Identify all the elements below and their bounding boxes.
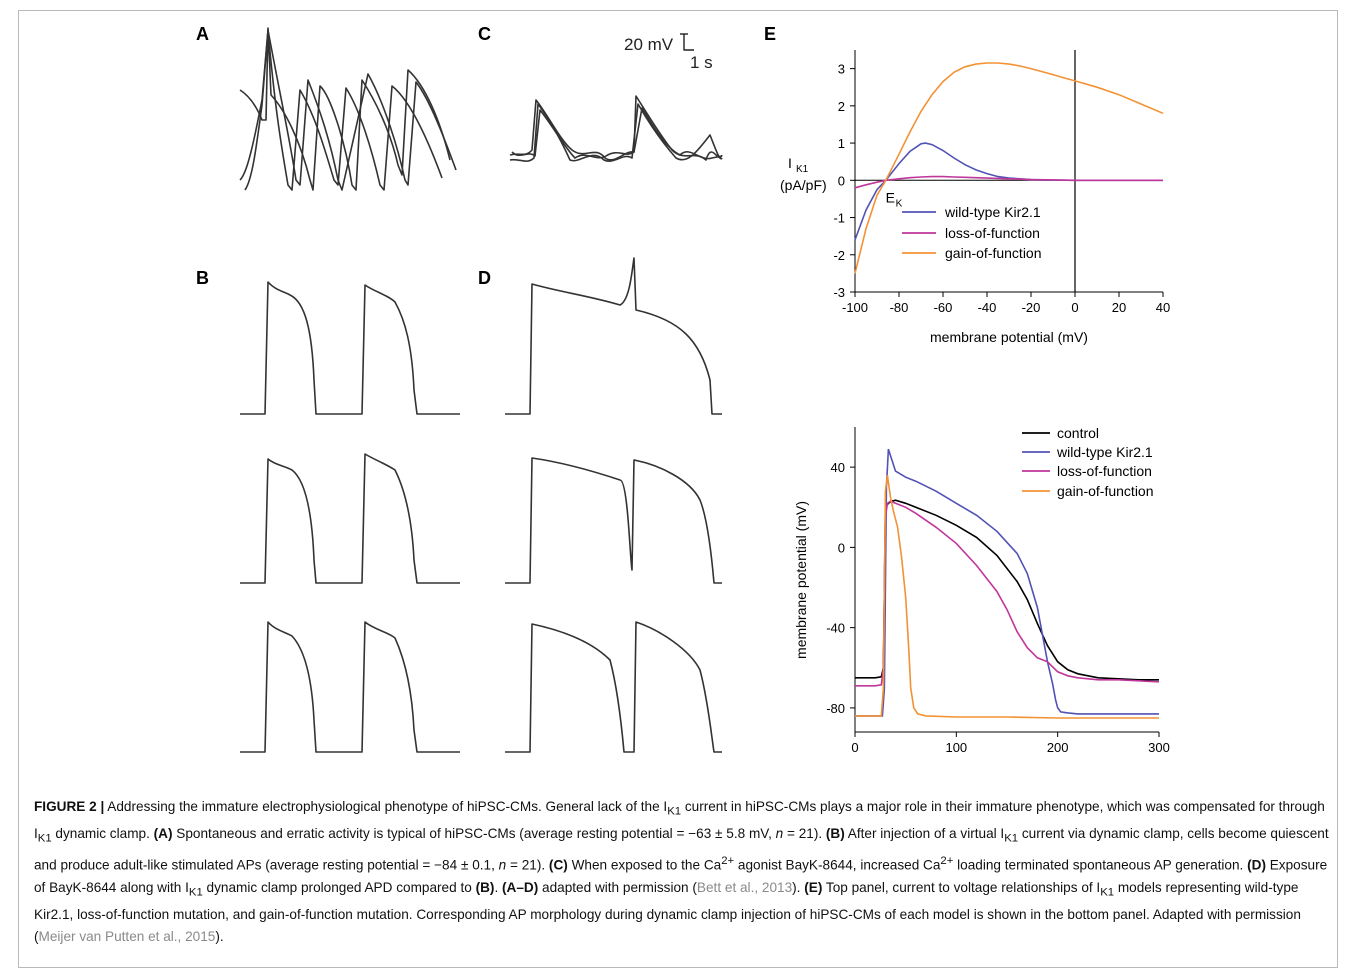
- caption-sub: K1: [1004, 832, 1019, 845]
- caption-tag: (A–D): [502, 879, 539, 895]
- caption-sub: K1: [667, 805, 682, 818]
- x-tick-label: -60: [934, 300, 953, 315]
- series-line-control: [855, 499, 1159, 681]
- trace-panel-a: [239, 27, 457, 191]
- trace-panel-d: [505, 257, 722, 753]
- legend-label: wild-type Kir2.1: [944, 204, 1041, 220]
- x-tick-label: 20: [1112, 300, 1126, 315]
- x-tick-label: 200: [1047, 740, 1069, 755]
- caption-lead: FIGURE 2 |: [34, 799, 105, 814]
- x-tick-label: -40: [978, 300, 997, 315]
- caption-text: dynamic clamp prolonged APD compared to: [202, 879, 476, 895]
- caption-text: current via dynamic clamp, cells become …: [34, 826, 1329, 873]
- legend-label: gain-of-function: [1057, 483, 1154, 499]
- panel-label-a: A: [196, 24, 209, 44]
- x-tick-label: 300: [1148, 740, 1170, 755]
- y-tick-label: -1: [833, 211, 845, 226]
- y-axis-label-units: (pA/pF): [780, 177, 827, 193]
- x-tick-label: 100: [945, 740, 967, 755]
- y-tick-label: -2: [833, 248, 845, 263]
- caption-sub: K1: [1100, 886, 1115, 899]
- figure-caption: FIGURE 2 | Addressing the immature elect…: [34, 796, 1330, 948]
- caption-text: Addressing the immature electrophysiolog…: [104, 799, 668, 814]
- caption-text: = 21).: [783, 826, 826, 842]
- caption-tag: (A): [153, 826, 173, 842]
- caption-text: = 21).: [506, 857, 549, 873]
- caption-text: ).: [792, 879, 805, 895]
- x-axis-label: membrane potential (mV): [930, 329, 1088, 345]
- x-tick-label: -100: [842, 300, 868, 315]
- caption-text: When exposed to the Ca: [567, 857, 722, 873]
- series-line-wild-type-kir2-1: [855, 448, 1159, 717]
- ek-annotation: E: [886, 189, 895, 205]
- panel-label-c: C: [478, 24, 491, 44]
- legend-label: loss-of-function: [945, 225, 1040, 241]
- y-tick-label: 0: [838, 540, 845, 555]
- scale-bar-voltage: 20 mV: [624, 35, 674, 54]
- x-tick-label: -20: [1022, 300, 1041, 315]
- y-tick-label: -3: [833, 285, 845, 300]
- x-tick-label: 0: [851, 740, 858, 755]
- citation-link[interactable]: Bett et al., 2013: [696, 879, 793, 895]
- panel-label-d: D: [478, 268, 491, 288]
- y-tick-label: -40: [826, 621, 845, 636]
- caption-text: .: [494, 879, 502, 895]
- panel-label-b: B: [196, 268, 209, 288]
- legend-label: wild-type Kir2.1: [1056, 444, 1153, 460]
- x-tick-label: -80: [890, 300, 909, 315]
- y-axis-label-sub: K1: [796, 164, 809, 175]
- caption-text: ).: [215, 929, 224, 945]
- series-line-loss-of-function: [855, 500, 1160, 687]
- legend-label: control: [1057, 425, 1099, 441]
- y-tick-label: 3: [838, 62, 845, 77]
- caption-tag: (C): [548, 857, 568, 873]
- caption-var: n: [498, 857, 507, 873]
- y-axis-label: I: [788, 155, 792, 171]
- panel-label-e: E: [764, 24, 777, 44]
- caption-text: Top panel, current to voltage relationsh…: [822, 879, 1101, 895]
- caption-sub: K1: [37, 832, 52, 845]
- y-axis-label: membrane potential (mV): [793, 501, 809, 659]
- legend-label: loss-of-function: [1057, 463, 1152, 479]
- y-tick-label: -80: [826, 701, 845, 716]
- caption-text: current in hiPSC-CMs plays a major role …: [34, 799, 1325, 842]
- legend-label: gain-of-function: [945, 245, 1042, 261]
- caption-text: adapted with permission (: [538, 879, 697, 895]
- caption-sub: K1: [188, 886, 203, 899]
- y-tick-label: 0: [838, 173, 845, 188]
- scale-bar-time: 1 s: [690, 53, 713, 72]
- x-tick-label: 0: [1071, 300, 1078, 315]
- caption-var: n: [775, 826, 784, 842]
- caption-tag: (D): [1247, 857, 1266, 873]
- figure-frame: [18, 10, 1338, 968]
- caption-text: models representing wild-type Kir2.1, lo…: [34, 879, 1301, 945]
- y-tick-label: 1: [838, 136, 845, 151]
- caption-sup: 2+: [940, 855, 954, 868]
- series-line-gain-of-function: [854, 62, 1164, 274]
- y-tick-label: 40: [831, 460, 845, 475]
- caption-tag: (B): [825, 826, 845, 842]
- citation-link[interactable]: Meijer van Putten et al., 2015: [38, 929, 216, 945]
- caption-tag: (B): [475, 879, 495, 895]
- series-line-gain-of-function: [855, 475, 1159, 719]
- y-tick-label: 2: [838, 99, 845, 114]
- trace-panel-b: [240, 281, 460, 753]
- caption-text: After injection of a virtual I: [844, 826, 1005, 842]
- trace-panel-c: [509, 33, 723, 162]
- caption-text: agonist BayK-8644, increased Ca: [734, 857, 941, 873]
- caption-text: Exposure of BayK-8644 along with I: [34, 857, 1328, 895]
- caption-text: loading terminated spontaneous AP genera…: [953, 857, 1248, 873]
- caption-text: Spontaneous and erratic activity is typi…: [172, 826, 776, 842]
- series-line-loss-of-function: [854, 175, 1163, 189]
- x-tick-label: 40: [1156, 300, 1170, 315]
- caption-sup: 2+: [721, 855, 735, 868]
- caption-text: dynamic clamp.: [51, 826, 154, 842]
- ek-annotation-sub: K: [896, 198, 903, 209]
- caption-tag: (E): [804, 879, 823, 895]
